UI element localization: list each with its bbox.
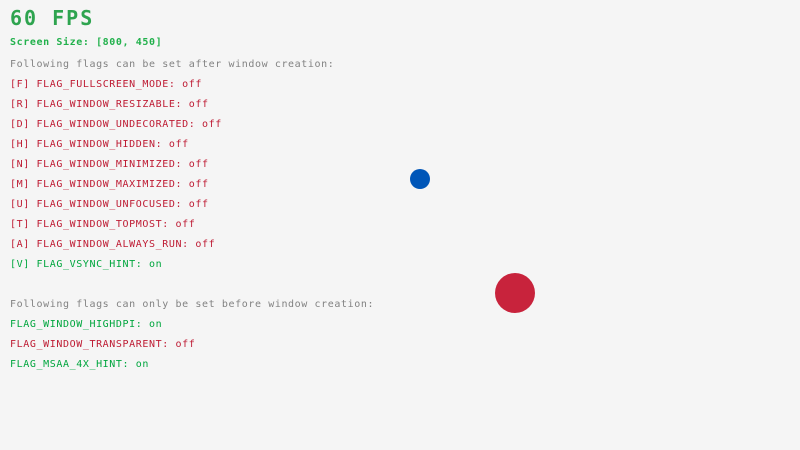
- flag-name: FLAG_FULLSCREEN_MODE:: [36, 79, 183, 90]
- flag-row[interactable]: [H] FLAG_WINDOW_HIDDEN: off: [10, 139, 189, 150]
- flag-key: [N]: [10, 159, 37, 170]
- flag-row[interactable]: FLAG_MSAA_4X_HINT: on: [10, 359, 149, 370]
- section-heading-before-creation: Following flags can only be set before w…: [10, 299, 375, 310]
- flag-row[interactable]: FLAG_WINDOW_TRANSPARENT: off: [10, 339, 195, 350]
- flag-state: off: [168, 139, 189, 150]
- red-ball: [495, 273, 535, 313]
- flag-state: off: [188, 99, 209, 110]
- flag-key: [A]: [10, 239, 37, 250]
- flag-name: FLAG_MSAA_4X_HINT:: [10, 359, 136, 370]
- flag-key: [M]: [10, 179, 37, 190]
- flag-state: off: [175, 339, 196, 350]
- flag-row[interactable]: [R] FLAG_WINDOW_RESIZABLE: off: [10, 99, 209, 110]
- flag-name: FLAG_WINDOW_MINIMIZED:: [36, 159, 189, 170]
- flag-row[interactable]: [F] FLAG_FULLSCREEN_MODE: off: [10, 79, 202, 90]
- flag-row[interactable]: [T] FLAG_WINDOW_TOPMOST: off: [10, 219, 195, 230]
- flag-name: FLAG_WINDOW_TRANSPARENT:: [10, 339, 176, 350]
- flag-state: off: [182, 79, 203, 90]
- blue-ball: [410, 169, 430, 189]
- flag-name: FLAG_WINDOW_MAXIMIZED:: [36, 179, 189, 190]
- flag-key: [D]: [10, 119, 37, 130]
- flag-row[interactable]: [D] FLAG_WINDOW_UNDECORATED: off: [10, 119, 222, 130]
- flag-name: FLAG_WINDOW_UNDECORATED:: [36, 119, 202, 130]
- flag-name: FLAG_WINDOW_ALWAYS_RUN:: [36, 239, 196, 250]
- flag-row[interactable]: [V] FLAG_VSYNC_HINT: on: [10, 259, 162, 270]
- flag-state: off: [188, 159, 209, 170]
- flag-name: FLAG_WINDOW_HIDDEN:: [36, 139, 169, 150]
- flag-row[interactable]: [A] FLAG_WINDOW_ALWAYS_RUN: off: [10, 239, 215, 250]
- flag-state: off: [188, 199, 209, 210]
- flag-name: FLAG_WINDOW_TOPMOST:: [36, 219, 176, 230]
- screen-size-label: Screen Size: [800, 450]: [10, 37, 163, 48]
- flag-key: [T]: [10, 219, 37, 230]
- flag-row[interactable]: [U] FLAG_WINDOW_UNFOCUSED: off: [10, 199, 209, 210]
- flag-state: off: [188, 179, 209, 190]
- flag-row[interactable]: [M] FLAG_WINDOW_MAXIMIZED: off: [10, 179, 209, 190]
- fps-counter: 60 FPS: [10, 6, 95, 30]
- flag-state: off: [195, 239, 216, 250]
- flag-state: off: [202, 119, 222, 130]
- flag-row[interactable]: [N] FLAG_WINDOW_MINIMIZED: off: [10, 159, 209, 170]
- flag-state: off: [175, 219, 196, 230]
- flag-state: on: [149, 259, 163, 270]
- flag-state: on: [135, 359, 150, 370]
- flag-key: [V]: [10, 259, 37, 270]
- flag-row[interactable]: FLAG_WINDOW_HIGHDPI: on: [10, 319, 162, 330]
- flag-state: on: [149, 319, 163, 330]
- flag-key: [R]: [10, 99, 37, 110]
- flag-key: [H]: [10, 139, 37, 150]
- flag-name: FLAG_WINDOW_UNFOCUSED:: [36, 199, 189, 210]
- flag-name: FLAG_VSYNC_HINT:: [36, 259, 150, 270]
- flag-name: FLAG_WINDOW_HIGHDPI:: [10, 319, 150, 330]
- flag-key: [F]: [10, 79, 37, 90]
- flag-key: [U]: [10, 199, 37, 210]
- section-heading-after-creation: Following flags can be set after window …: [10, 59, 335, 70]
- flag-name: FLAG_WINDOW_RESIZABLE:: [36, 99, 189, 110]
